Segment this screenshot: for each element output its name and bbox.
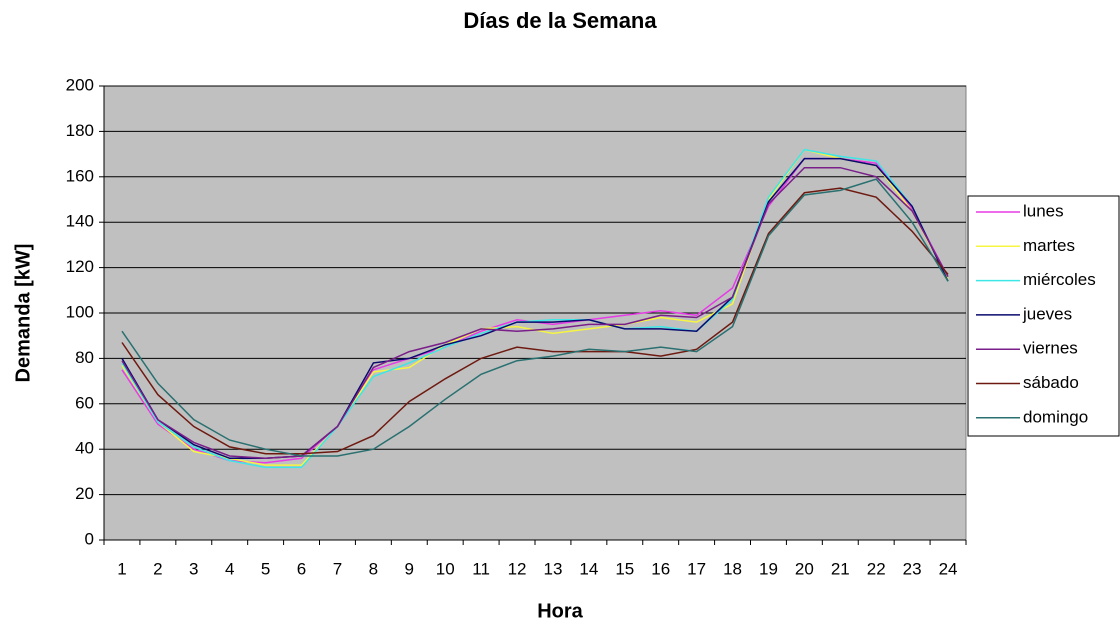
y-tick-label: 0 — [85, 529, 94, 548]
series-line — [121, 166, 949, 460]
y-tick-label: 180 — [66, 121, 94, 140]
series-line — [121, 187, 949, 455]
legend — [967, 195, 1120, 437]
legend-label: jueves — [1022, 304, 1072, 323]
x-tick-label: 14 — [579, 559, 598, 578]
legend-label: sábado — [1023, 373, 1079, 392]
x-tick-label: 21 — [831, 559, 850, 578]
x-tick-label: 17 — [687, 559, 706, 578]
x-tick-label: 18 — [723, 559, 742, 578]
legend-label: miércoles — [1023, 270, 1096, 289]
legend-label: martes — [1023, 236, 1075, 255]
legend-label: viernes — [1023, 339, 1078, 358]
x-tick-label: 22 — [867, 559, 886, 578]
y-tick-label: 60 — [75, 393, 94, 412]
chart-title: Días de la Semana — [463, 8, 657, 33]
legend-label: domingo — [1023, 407, 1088, 426]
y-tick-label: 140 — [66, 212, 94, 231]
x-tick-label: 3 — [189, 559, 198, 578]
x-tick-label: 8 — [369, 559, 378, 578]
x-tick-label: 19 — [759, 559, 778, 578]
series-line — [121, 148, 949, 469]
x-tick-label: 13 — [543, 559, 562, 578]
y-tick-label: 80 — [75, 348, 94, 367]
x-tick-label: 24 — [939, 559, 958, 578]
x-tick-label: 5 — [261, 559, 270, 578]
x-tick-label: 23 — [903, 559, 922, 578]
x-tick-label: 15 — [615, 559, 634, 578]
series-line — [121, 178, 949, 457]
x-axis-label: Hora — [537, 600, 583, 622]
y-tick-label: 200 — [66, 75, 94, 94]
x-tick-label: 7 — [333, 559, 342, 578]
x-tick-label: 10 — [436, 559, 455, 578]
x-tick-label: 1 — [117, 559, 126, 578]
x-tick-label: 9 — [405, 559, 414, 578]
y-tick-label: 40 — [75, 439, 94, 458]
legend-label: lunes — [1023, 201, 1064, 220]
y-tick-label: 20 — [75, 484, 94, 503]
y-tick-label: 100 — [66, 302, 94, 321]
x-tick-label: 12 — [508, 559, 527, 578]
x-tick-label: 20 — [795, 559, 814, 578]
x-tick-label: 11 — [472, 559, 490, 578]
x-tick-label: 4 — [225, 559, 234, 578]
x-tick-label: 16 — [651, 559, 670, 578]
y-tick-label: 160 — [66, 166, 94, 185]
x-tick-label: 6 — [297, 559, 306, 578]
y-tick-label: 120 — [66, 257, 94, 276]
x-tick-label: 2 — [153, 559, 162, 578]
y-axis-label: Demanda [kW] — [12, 244, 34, 383]
